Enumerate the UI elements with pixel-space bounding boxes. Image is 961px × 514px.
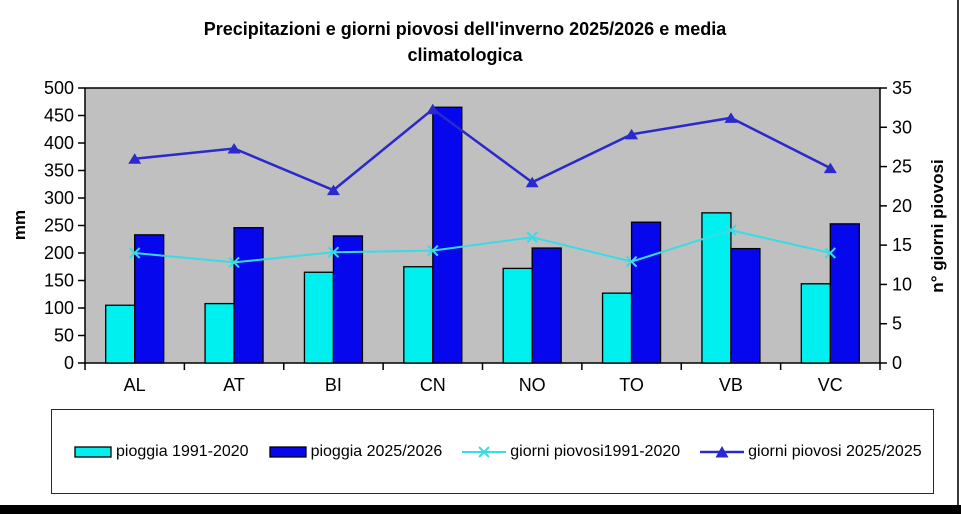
line-triangle-swatch-icon bbox=[700, 445, 745, 457]
left-axis-tick-label: 400 bbox=[44, 133, 74, 153]
bar-pioggia-1991-2020-to bbox=[601, 292, 633, 364]
right-axis-tick-label: 35 bbox=[892, 78, 912, 98]
bar-pioggia-2025-2026-vc bbox=[829, 223, 860, 364]
bar-pioggia-1991-2020-al bbox=[105, 304, 136, 364]
right-axis-tick-label: 25 bbox=[892, 157, 912, 177]
marker-triangle-no bbox=[525, 176, 539, 188]
line-giorni-piovosi1991-2020 bbox=[134, 229, 831, 264]
marker-x-at bbox=[228, 256, 240, 269]
right-axis-tick-label: 20 bbox=[892, 196, 912, 216]
bar-pioggia-1991-2020-at bbox=[204, 302, 235, 364]
marker-triangle-bi bbox=[326, 184, 340, 196]
x-category-label-no: NO bbox=[519, 375, 546, 395]
left-axis-tick-label: 300 bbox=[44, 188, 74, 208]
left-axis-tick-label: 50 bbox=[54, 326, 74, 346]
plot-area bbox=[84, 87, 881, 364]
marker-x-al bbox=[128, 247, 141, 259]
marker-x-to bbox=[625, 255, 638, 268]
legend-item-pioggia-1991-2020: pioggia 1991-2020 bbox=[74, 443, 249, 461]
left-axis-tick-label: 100 bbox=[44, 298, 74, 318]
chart-title: Precipitazioni e giorni piovosi dell'inv… bbox=[0, 16, 930, 68]
bar-swatch-icon bbox=[268, 445, 307, 458]
bar-swatch-icon bbox=[74, 445, 112, 458]
left-axis-tick-label: 200 bbox=[44, 243, 74, 263]
image-bottom-border bbox=[0, 505, 961, 514]
left-axis-tick-label: 450 bbox=[44, 106, 74, 126]
legend-item-giorni-piovosi-1991-2020: giorni piovosi1991-2020 bbox=[462, 443, 680, 461]
marker-triangle-cn bbox=[426, 103, 440, 115]
right-axis-tick-label: 30 bbox=[892, 117, 912, 137]
bar-pioggia-2025-2026-no bbox=[531, 247, 562, 364]
marker-x-vb bbox=[725, 224, 737, 236]
marker-triangle-at bbox=[227, 143, 241, 154]
legend-label: giorni piovosi 2025/2025 bbox=[748, 442, 922, 460]
right-axis-tick-label: 0 bbox=[892, 353, 902, 373]
bar-pioggia-2025-2026-bi bbox=[332, 235, 364, 364]
x-category-label-at: AT bbox=[223, 375, 245, 395]
right-axis-title: n° giorni piovosi bbox=[928, 159, 947, 293]
legend-label: pioggia 2025/2026 bbox=[310, 442, 443, 460]
x-category-label-to: TO bbox=[619, 375, 644, 395]
marker-x-vc bbox=[824, 247, 837, 259]
right-axis-tick-label: 15 bbox=[892, 235, 912, 255]
right-axis-tick-label: 10 bbox=[892, 274, 912, 294]
x-category-label-cn: CN bbox=[420, 375, 446, 395]
x-category-label-vc: VC bbox=[818, 375, 843, 395]
legend-item-giorni-piovosi-2025-2025: giorni piovosi 2025/2025 bbox=[700, 442, 922, 461]
left-axis-title: mm bbox=[10, 209, 29, 241]
x-category-label-bi: BI bbox=[325, 375, 342, 395]
marker-x-cn bbox=[427, 244, 439, 257]
marker-triangle-to bbox=[625, 128, 639, 140]
line-x-swatch-icon bbox=[462, 445, 507, 458]
marker-triangle-al bbox=[128, 153, 142, 164]
bar-pioggia-2025-2026-vb bbox=[730, 247, 761, 364]
bar-pioggia-1991-2020-no bbox=[502, 267, 533, 364]
x-category-label-al: AL bbox=[124, 375, 146, 395]
legend-label: giorni piovosi1991-2020 bbox=[510, 442, 681, 460]
bar-pioggia-2025-2026-to bbox=[630, 221, 662, 364]
marker-x-no bbox=[526, 231, 538, 243]
bar-pioggia-1991-2020-bi bbox=[303, 271, 335, 364]
chart-title-line2: climatologica bbox=[407, 45, 523, 65]
marker-triangle-vb bbox=[724, 112, 738, 123]
right-axis-tick-label: 5 bbox=[892, 314, 902, 334]
bar-pioggia-1991-2020-vc bbox=[800, 283, 831, 364]
marker-x-bi bbox=[327, 246, 340, 258]
legend: pioggia 1991-2020 pioggia 2025/2026 gior… bbox=[51, 409, 934, 494]
left-axis-tick-label: 350 bbox=[44, 161, 74, 181]
marker-triangle-vc bbox=[823, 162, 837, 174]
line-giorni-piovosi-2025-2025 bbox=[134, 107, 831, 192]
left-axis-tick-label: 0 bbox=[64, 353, 74, 373]
x-category-label-vb: VB bbox=[719, 375, 743, 395]
bar-pioggia-2025-2026-cn bbox=[432, 106, 463, 364]
left-axis-tick-label: 150 bbox=[44, 271, 74, 291]
bar-pioggia-1991-2020-cn bbox=[403, 266, 434, 364]
legend-label: pioggia 1991-2020 bbox=[116, 442, 249, 460]
bar-pioggia-2025-2026-at bbox=[233, 227, 264, 364]
image-right-border bbox=[957, 0, 959, 514]
chart-title-line1: Precipitazioni e giorni piovosi dell'inv… bbox=[203, 19, 727, 39]
left-axis-tick-label: 500 bbox=[44, 78, 74, 98]
left-axis-tick-label: 250 bbox=[44, 216, 74, 236]
legend-item-pioggia-2025-2026: pioggia 2025/2026 bbox=[268, 442, 443, 461]
